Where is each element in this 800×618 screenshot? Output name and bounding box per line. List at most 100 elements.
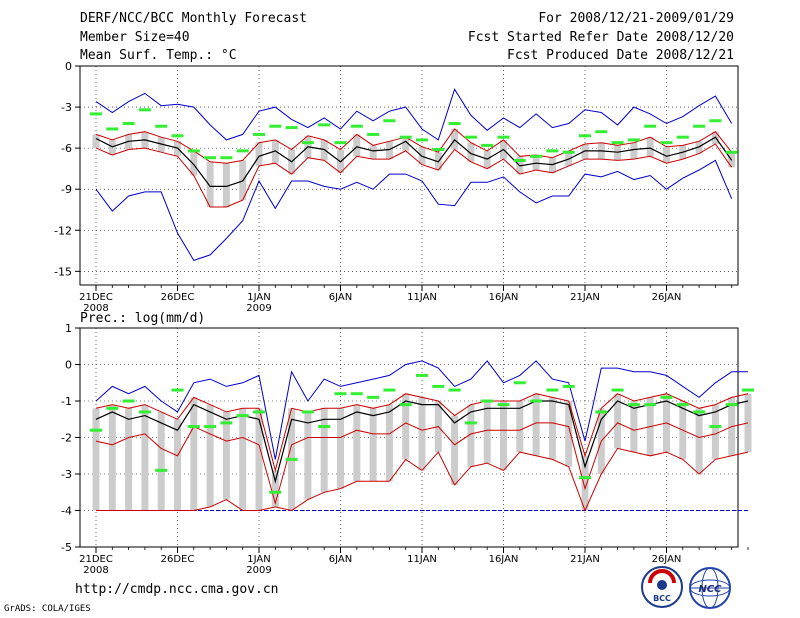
ensemble-bar <box>532 393 540 456</box>
ensemble-bar <box>663 146 670 164</box>
observed-marker <box>627 138 640 142</box>
ensemble-bar <box>190 150 198 176</box>
observed-marker <box>318 425 331 429</box>
observed-marker <box>676 135 689 139</box>
observed-marker <box>204 425 217 429</box>
observed-marker <box>367 132 380 136</box>
lower-percentile-line <box>95 143 733 208</box>
ensemble-bar <box>614 393 622 449</box>
bcc-logo-text: BCC <box>653 594 671 603</box>
observed-marker <box>595 410 608 414</box>
y-tick-label: -5 <box>61 541 72 554</box>
ensemble-bar <box>369 145 377 160</box>
observed-marker <box>611 388 624 392</box>
ensemble-mean-line <box>95 400 749 484</box>
observed-marker <box>611 141 624 145</box>
ensemble-bar <box>385 404 393 482</box>
x-tick-label: 21JAN <box>570 554 600 565</box>
observed-marker <box>432 147 445 151</box>
observed-marker <box>448 121 461 125</box>
observed-marker <box>106 406 119 410</box>
y-tick-label: 0 <box>65 60 72 73</box>
observed-marker <box>350 392 363 396</box>
ensemble-bar <box>92 134 100 149</box>
observed-marker <box>138 108 151 112</box>
observed-marker <box>269 124 282 128</box>
observed-marker <box>725 403 738 407</box>
observed-marker <box>187 149 200 153</box>
ensemble-bar <box>467 404 475 467</box>
observed-marker <box>644 124 657 128</box>
observed-marker <box>481 399 494 403</box>
observed-marker <box>530 154 543 158</box>
observed-marker <box>220 421 233 425</box>
observed-marker <box>448 388 461 392</box>
x-year-label: 2009 <box>246 303 271 314</box>
observed-marker <box>187 425 200 429</box>
grads-credit: GrADS: COLA/IGES <box>4 604 91 614</box>
observed-marker <box>138 410 151 414</box>
observed-marker <box>383 119 396 123</box>
ensemble-bar <box>222 411 230 500</box>
observed-marker <box>122 399 135 403</box>
forecast-range-label: For 2008/12/21-2009/01/29 <box>538 11 734 26</box>
ncc-logo: NCC <box>689 567 731 609</box>
x-tick-label: 16JAN <box>489 554 519 565</box>
ensemble-bar <box>402 137 410 151</box>
ensemble-bar <box>467 142 475 162</box>
low-percentile-line <box>96 447 749 512</box>
ensemble-bar <box>532 154 540 171</box>
x-year-label: 2009 <box>246 565 271 576</box>
ensemble-bar <box>337 408 344 489</box>
source-url[interactable]: http://cmdp.ncc.cma.gov.cn <box>75 582 279 597</box>
ensemble-bar <box>385 141 393 160</box>
observed-marker <box>464 135 477 139</box>
top-variable-label: Mean Surf. Temp.: °C <box>80 48 237 63</box>
x-tick-label: 26JAN <box>652 292 682 303</box>
plot-frame <box>79 65 739 286</box>
ensemble-bar <box>141 404 149 511</box>
ensemble-bar <box>239 408 247 511</box>
min-line <box>95 159 733 262</box>
ensemble-bar <box>402 393 410 460</box>
observed-marker <box>725 150 738 154</box>
ensemble-bar <box>646 137 654 157</box>
ensemble-bar <box>483 401 491 464</box>
ensemble-bar <box>108 404 116 511</box>
x-tick-label: 26JAN <box>652 554 682 565</box>
ensemble-bar <box>695 408 703 474</box>
observed-marker <box>301 410 314 414</box>
ensemble-bar <box>418 397 426 471</box>
x-tick-label: 26DEC <box>161 554 195 565</box>
x-tick-label: 16JAN <box>489 292 519 303</box>
observed-marker <box>644 403 657 407</box>
observed-marker <box>253 132 265 136</box>
observed-marker <box>546 149 559 153</box>
observed-marker <box>334 141 347 145</box>
observed-marker <box>416 373 428 377</box>
x-tick-label: 21JAN <box>570 292 600 303</box>
ensemble-bar <box>271 470 279 507</box>
ensemble-bar <box>548 397 556 460</box>
observed-marker <box>513 158 526 162</box>
observed-marker <box>416 138 428 142</box>
observed-marker <box>497 135 510 139</box>
observed-marker <box>301 141 314 145</box>
x-tick-label: 21DEC <box>79 292 113 303</box>
bcc-logo: BCC <box>641 566 683 608</box>
observed-marker <box>253 410 265 414</box>
ensemble-bar <box>92 408 100 511</box>
observed-marker <box>350 124 363 128</box>
x-year-label: 2008 <box>83 565 108 576</box>
observed-marker <box>481 143 494 147</box>
observed-marker <box>546 388 559 392</box>
observed-marker <box>155 124 168 128</box>
ensemble-bar <box>581 455 589 511</box>
observed-marker <box>318 123 331 127</box>
x-tick-label: 6JAN <box>329 554 352 565</box>
y-tick-label: -4 <box>61 505 72 518</box>
ensemble-bar <box>695 141 703 154</box>
y-tick-label: -15 <box>54 265 72 278</box>
y-tick-label: -3 <box>61 468 72 481</box>
observed-marker <box>595 130 608 134</box>
